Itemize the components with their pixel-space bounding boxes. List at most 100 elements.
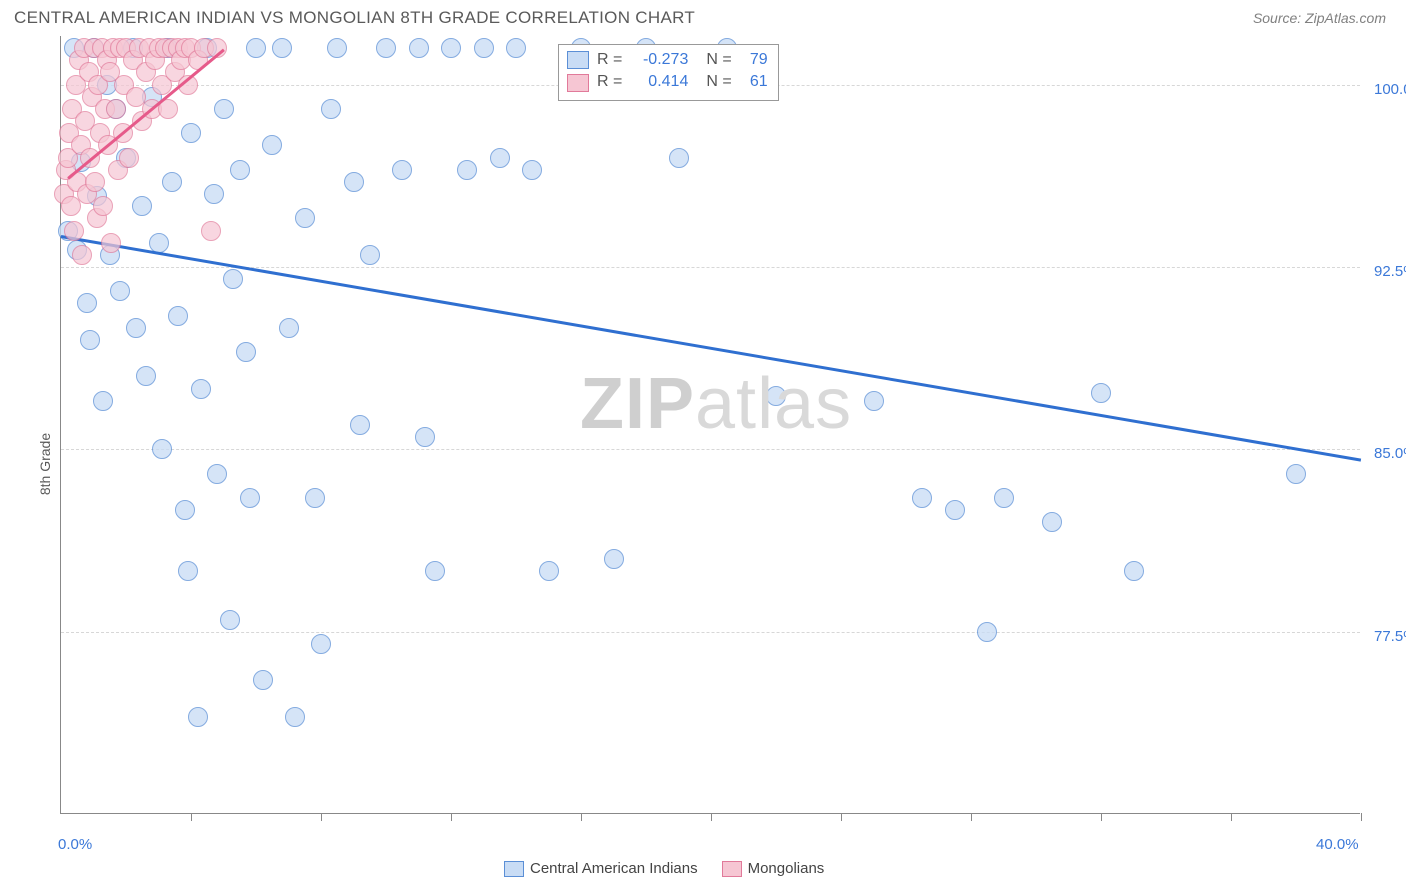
x-max-label: 40.0% <box>1316 836 1359 853</box>
data-point <box>457 160 477 180</box>
n-value: 61 <box>740 71 768 93</box>
xtick <box>1361 813 1362 821</box>
data-point <box>1091 383 1111 403</box>
data-point <box>766 386 786 406</box>
data-point <box>175 500 195 520</box>
data-point <box>152 439 172 459</box>
n-label: N = <box>706 71 731 93</box>
data-point <box>1042 512 1062 532</box>
data-point <box>119 148 139 168</box>
series-swatch <box>567 51 589 69</box>
data-point <box>110 281 130 301</box>
series-swatch <box>567 74 589 92</box>
data-point <box>425 561 445 581</box>
xtick <box>451 813 452 821</box>
data-point <box>168 306 188 326</box>
xtick <box>321 813 322 821</box>
data-point <box>80 330 100 350</box>
ytick-label: 77.5% <box>1374 628 1406 645</box>
r-label: R = <box>597 71 622 93</box>
r-value: -0.273 <box>630 49 688 71</box>
data-point <box>246 38 266 58</box>
xtick <box>841 813 842 821</box>
scatter-chart: 100.0%92.5%85.0%77.5%ZIPatlas8th Grade0.… <box>14 36 1392 894</box>
data-point <box>93 391 113 411</box>
data-point <box>236 342 256 362</box>
data-point <box>912 488 932 508</box>
data-point <box>311 634 331 654</box>
x-min-label: 0.0% <box>58 836 92 853</box>
data-point <box>994 488 1014 508</box>
data-point <box>101 233 121 253</box>
data-point <box>72 245 92 265</box>
data-point <box>474 38 494 58</box>
data-point <box>106 99 126 119</box>
r-value: 0.414 <box>630 71 688 93</box>
chart-header: CENTRAL AMERICAN INDIAN VS MONGOLIAN 8TH… <box>0 0 1406 32</box>
data-point <box>181 123 201 143</box>
data-point <box>392 160 412 180</box>
legend-swatch <box>504 861 524 877</box>
legend-label: Mongolians <box>748 860 825 877</box>
data-point <box>64 221 84 241</box>
data-point <box>223 269 243 289</box>
data-point <box>279 318 299 338</box>
data-point <box>188 707 208 727</box>
data-point <box>415 427 435 447</box>
ytick-label: 85.0% <box>1374 445 1406 462</box>
data-point <box>321 99 341 119</box>
data-point <box>376 38 396 58</box>
data-point <box>945 500 965 520</box>
gridline <box>61 449 1360 450</box>
data-point <box>490 148 510 168</box>
data-point <box>360 245 380 265</box>
ytick-label: 100.0% <box>1374 81 1406 98</box>
data-point <box>262 135 282 155</box>
data-point <box>77 293 97 313</box>
n-label: N = <box>706 49 731 71</box>
chart-title: CENTRAL AMERICAN INDIAN VS MONGOLIAN 8TH… <box>14 8 695 28</box>
data-point <box>230 160 250 180</box>
data-point <box>305 488 325 508</box>
data-point <box>85 172 105 192</box>
xtick <box>711 813 712 821</box>
data-point <box>977 622 997 642</box>
r-label: R = <box>597 49 622 71</box>
data-point <box>93 196 113 216</box>
data-point <box>204 184 224 204</box>
data-point <box>295 208 315 228</box>
xtick <box>581 813 582 821</box>
data-point <box>864 391 884 411</box>
plot-area <box>60 36 1360 814</box>
data-point <box>220 610 240 630</box>
data-point <box>327 38 347 58</box>
data-point <box>178 561 198 581</box>
xtick <box>1231 813 1232 821</box>
data-point <box>441 38 461 58</box>
data-point <box>214 99 234 119</box>
data-point <box>604 549 624 569</box>
legend: Central American Indians Mongolians <box>504 860 824 877</box>
data-point <box>162 172 182 192</box>
legend-item: Mongolians <box>722 860 825 877</box>
data-point <box>1286 464 1306 484</box>
chart-source: Source: ZipAtlas.com <box>1253 10 1386 26</box>
stats-box: R =-0.273N =79R =0.414N =61 <box>558 44 779 101</box>
data-point <box>522 160 542 180</box>
legend-swatch <box>722 861 742 877</box>
data-point <box>285 707 305 727</box>
data-point <box>539 561 559 581</box>
data-point <box>1124 561 1144 581</box>
data-point <box>136 366 156 386</box>
data-point <box>253 670 273 690</box>
legend-label: Central American Indians <box>530 860 698 877</box>
data-point <box>409 38 429 58</box>
data-point <box>240 488 260 508</box>
xtick <box>971 813 972 821</box>
data-point <box>132 196 152 216</box>
data-point <box>201 221 221 241</box>
stats-row: R =-0.273N =79 <box>567 49 768 71</box>
xtick <box>191 813 192 821</box>
legend-item: Central American Indians <box>504 860 698 877</box>
ytick-label: 92.5% <box>1374 263 1406 280</box>
